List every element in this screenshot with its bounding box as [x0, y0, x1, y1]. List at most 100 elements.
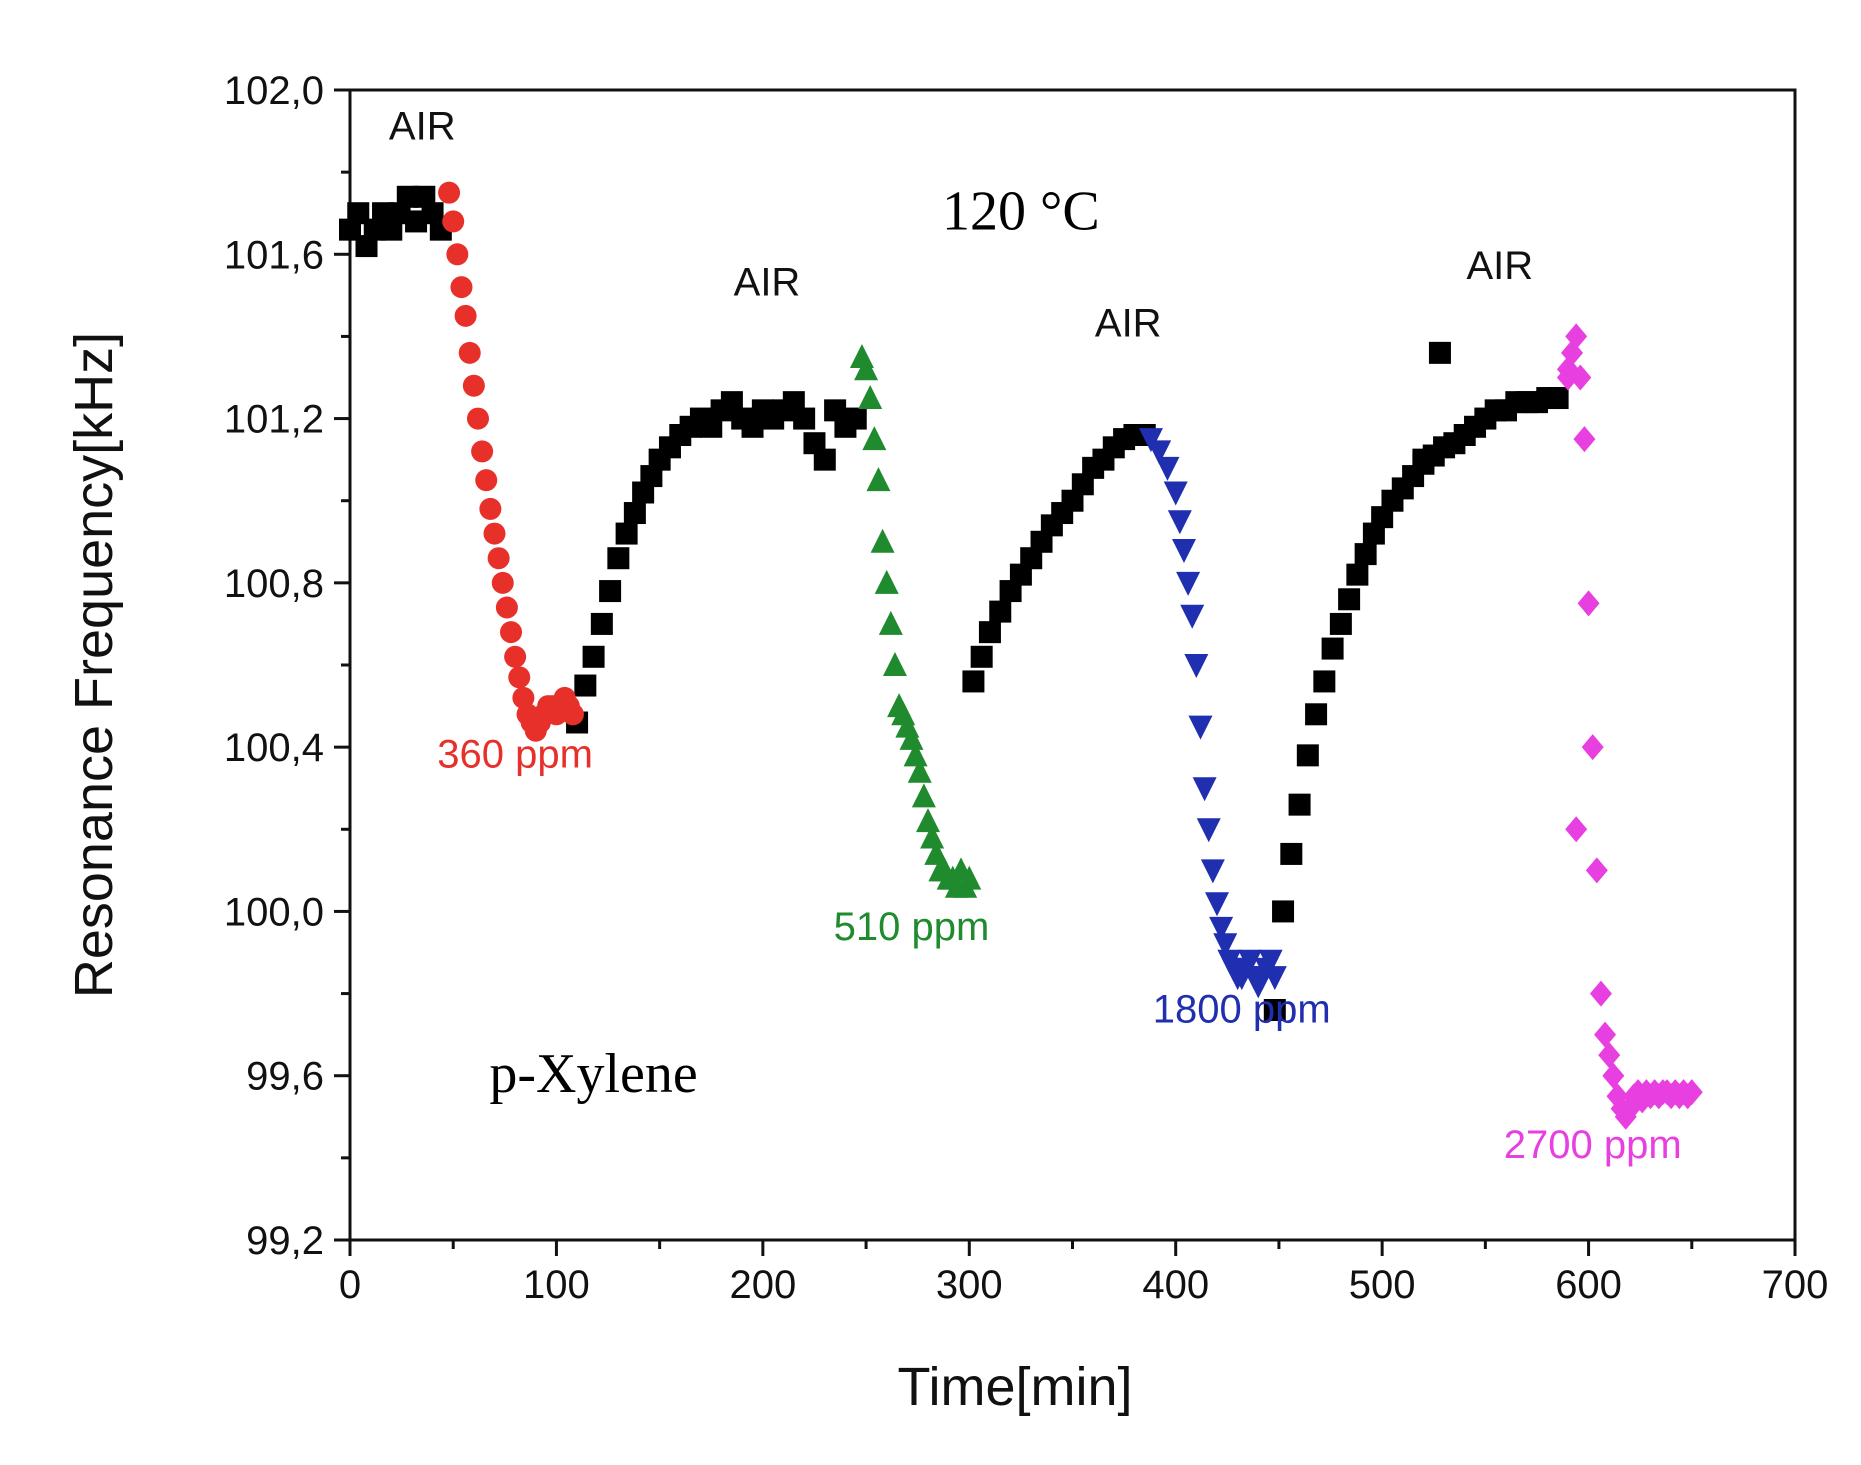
data-point	[590, 612, 613, 635]
x-tick-label: 600	[1555, 1263, 1622, 1307]
data-point	[1602, 1062, 1625, 1089]
data-point	[1209, 916, 1234, 941]
y-tick-label: 99,6	[246, 1055, 324, 1099]
data-point	[1313, 670, 1336, 693]
data-point	[970, 645, 993, 668]
series-2	[849, 343, 982, 898]
data-point	[1238, 949, 1263, 974]
annotation: AIR	[1095, 301, 1162, 345]
data-point	[582, 645, 605, 668]
annotation: p-Xylene	[489, 1043, 697, 1105]
y-tick-label: 102,0	[224, 69, 324, 113]
data-point	[1280, 842, 1303, 865]
data-point	[903, 742, 928, 767]
data-point	[1321, 637, 1344, 660]
data-point	[1354, 543, 1377, 566]
data-point	[1205, 892, 1229, 917]
data-point	[962, 670, 985, 693]
data-point	[1589, 980, 1612, 1007]
data-point	[1184, 654, 1209, 678]
x-tick-label: 700	[1762, 1263, 1829, 1307]
y-tick-label: 100,0	[224, 890, 324, 934]
y-tick-label: 100,8	[224, 562, 324, 606]
data-point	[462, 374, 485, 397]
data-point	[1585, 857, 1608, 884]
data-point	[1598, 1042, 1621, 1069]
annotation: 360 ppm	[437, 733, 593, 777]
x-tick-label: 400	[1142, 1263, 1209, 1307]
data-point	[978, 621, 1001, 644]
data-point	[1163, 481, 1188, 506]
data-point	[1546, 387, 1569, 410]
y-axis-title: Resonance Frequency[kHz]	[64, 332, 124, 998]
data-point	[849, 343, 874, 368]
data-point	[1573, 426, 1596, 453]
data-point	[874, 569, 899, 594]
data-point	[1296, 744, 1319, 767]
data-point	[450, 276, 473, 299]
data-point	[500, 621, 523, 644]
data-point	[466, 407, 489, 430]
annotations: AIR AIR AIR AIR 120 °C p-Xylene 360 ppm 510 ppm…	[389, 104, 1682, 1167]
data-point	[1167, 510, 1192, 535]
data-point	[924, 840, 949, 865]
y-tick-label: 101,6	[224, 233, 324, 277]
data-point	[1577, 590, 1600, 617]
x-tick-label: 300	[936, 1263, 1003, 1307]
data-point	[911, 783, 936, 808]
data-point	[1180, 604, 1205, 629]
y-tick-label: 100,4	[224, 726, 324, 770]
annotation: 1800 ppm	[1153, 987, 1331, 1031]
data-point	[793, 407, 816, 430]
data-point	[1196, 818, 1221, 843]
y-tick-label: 101,2	[224, 398, 324, 442]
data-point	[878, 610, 903, 635]
data-point	[1288, 793, 1311, 816]
data-point	[483, 522, 506, 545]
data-point	[1565, 816, 1588, 843]
data-point	[813, 448, 836, 471]
data-point	[1329, 612, 1352, 635]
series-3	[1138, 428, 1287, 999]
data-point	[1262, 966, 1287, 991]
annotation: 510 ppm	[834, 905, 990, 949]
x-axis-title: Time[min]	[897, 1357, 1132, 1417]
x-tick-label: 500	[1349, 1263, 1416, 1307]
data-point	[1138, 428, 1163, 453]
data-point	[907, 758, 932, 783]
data-point	[882, 652, 907, 676]
data-point	[405, 210, 428, 233]
data-point	[1213, 933, 1238, 958]
data-point	[1258, 949, 1283, 974]
data-point	[858, 385, 883, 410]
data-point	[491, 571, 514, 594]
annotation: AIR	[734, 260, 801, 304]
data-point	[504, 645, 527, 668]
data-point	[454, 304, 477, 327]
x-tick-label: 0	[339, 1263, 361, 1307]
data-point	[1176, 571, 1201, 596]
data-point	[475, 469, 498, 492]
data-point	[512, 686, 535, 709]
data-point	[347, 202, 370, 225]
data-point	[957, 865, 982, 890]
data-point	[1200, 859, 1225, 884]
data-point	[1263, 999, 1286, 1021]
data-point	[508, 666, 531, 689]
data-point	[623, 502, 646, 525]
data-point	[920, 824, 945, 849]
x-tick-label: 100	[523, 1263, 590, 1307]
annotation: AIR	[1466, 244, 1533, 288]
data-marks	[339, 181, 1703, 1130]
data-point	[1147, 440, 1172, 465]
data-point	[396, 185, 419, 208]
axis-ticks	[334, 88, 1797, 1256]
data-point	[854, 356, 879, 381]
data-point	[479, 497, 502, 520]
data-point	[1594, 1021, 1617, 1048]
data-point	[1192, 777, 1217, 802]
data-point	[1428, 341, 1451, 364]
data-point	[438, 181, 461, 204]
data-point	[1346, 563, 1369, 586]
data-point	[866, 467, 891, 492]
